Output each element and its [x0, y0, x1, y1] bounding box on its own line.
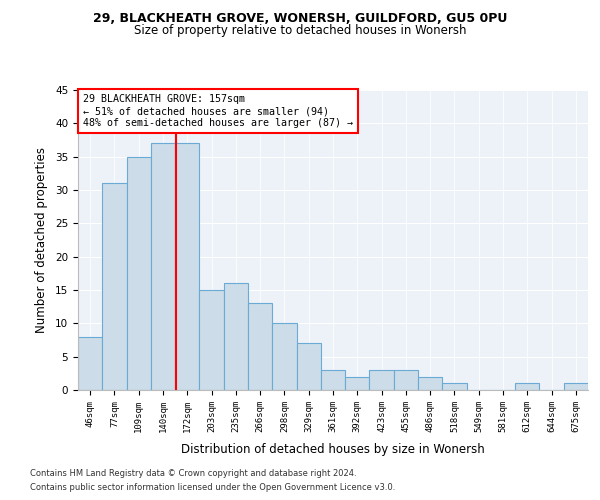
Bar	[442, 384, 467, 390]
Text: 29, BLACKHEATH GROVE, WONERSH, GUILDFORD, GU5 0PU: 29, BLACKHEATH GROVE, WONERSH, GUILDFORD…	[93, 12, 507, 26]
Bar	[175, 144, 199, 390]
X-axis label: Distribution of detached houses by size in Wonersh: Distribution of detached houses by size …	[181, 443, 485, 456]
Bar	[78, 336, 102, 390]
Bar	[151, 144, 175, 390]
Bar	[127, 156, 151, 390]
Text: 29 BLACKHEATH GROVE: 157sqm
← 51% of detached houses are smaller (94)
48% of sem: 29 BLACKHEATH GROVE: 157sqm ← 51% of det…	[83, 94, 353, 128]
Bar	[370, 370, 394, 390]
Text: Size of property relative to detached houses in Wonersh: Size of property relative to detached ho…	[134, 24, 466, 37]
Bar	[199, 290, 224, 390]
Bar	[515, 384, 539, 390]
Bar	[564, 384, 588, 390]
Bar	[321, 370, 345, 390]
Bar	[248, 304, 272, 390]
Bar	[224, 284, 248, 390]
Text: Contains public sector information licensed under the Open Government Licence v3: Contains public sector information licen…	[30, 484, 395, 492]
Bar	[418, 376, 442, 390]
Bar	[272, 324, 296, 390]
Text: Contains HM Land Registry data © Crown copyright and database right 2024.: Contains HM Land Registry data © Crown c…	[30, 468, 356, 477]
Bar	[296, 344, 321, 390]
Y-axis label: Number of detached properties: Number of detached properties	[35, 147, 48, 333]
Bar	[102, 184, 127, 390]
Bar	[345, 376, 370, 390]
Bar	[394, 370, 418, 390]
